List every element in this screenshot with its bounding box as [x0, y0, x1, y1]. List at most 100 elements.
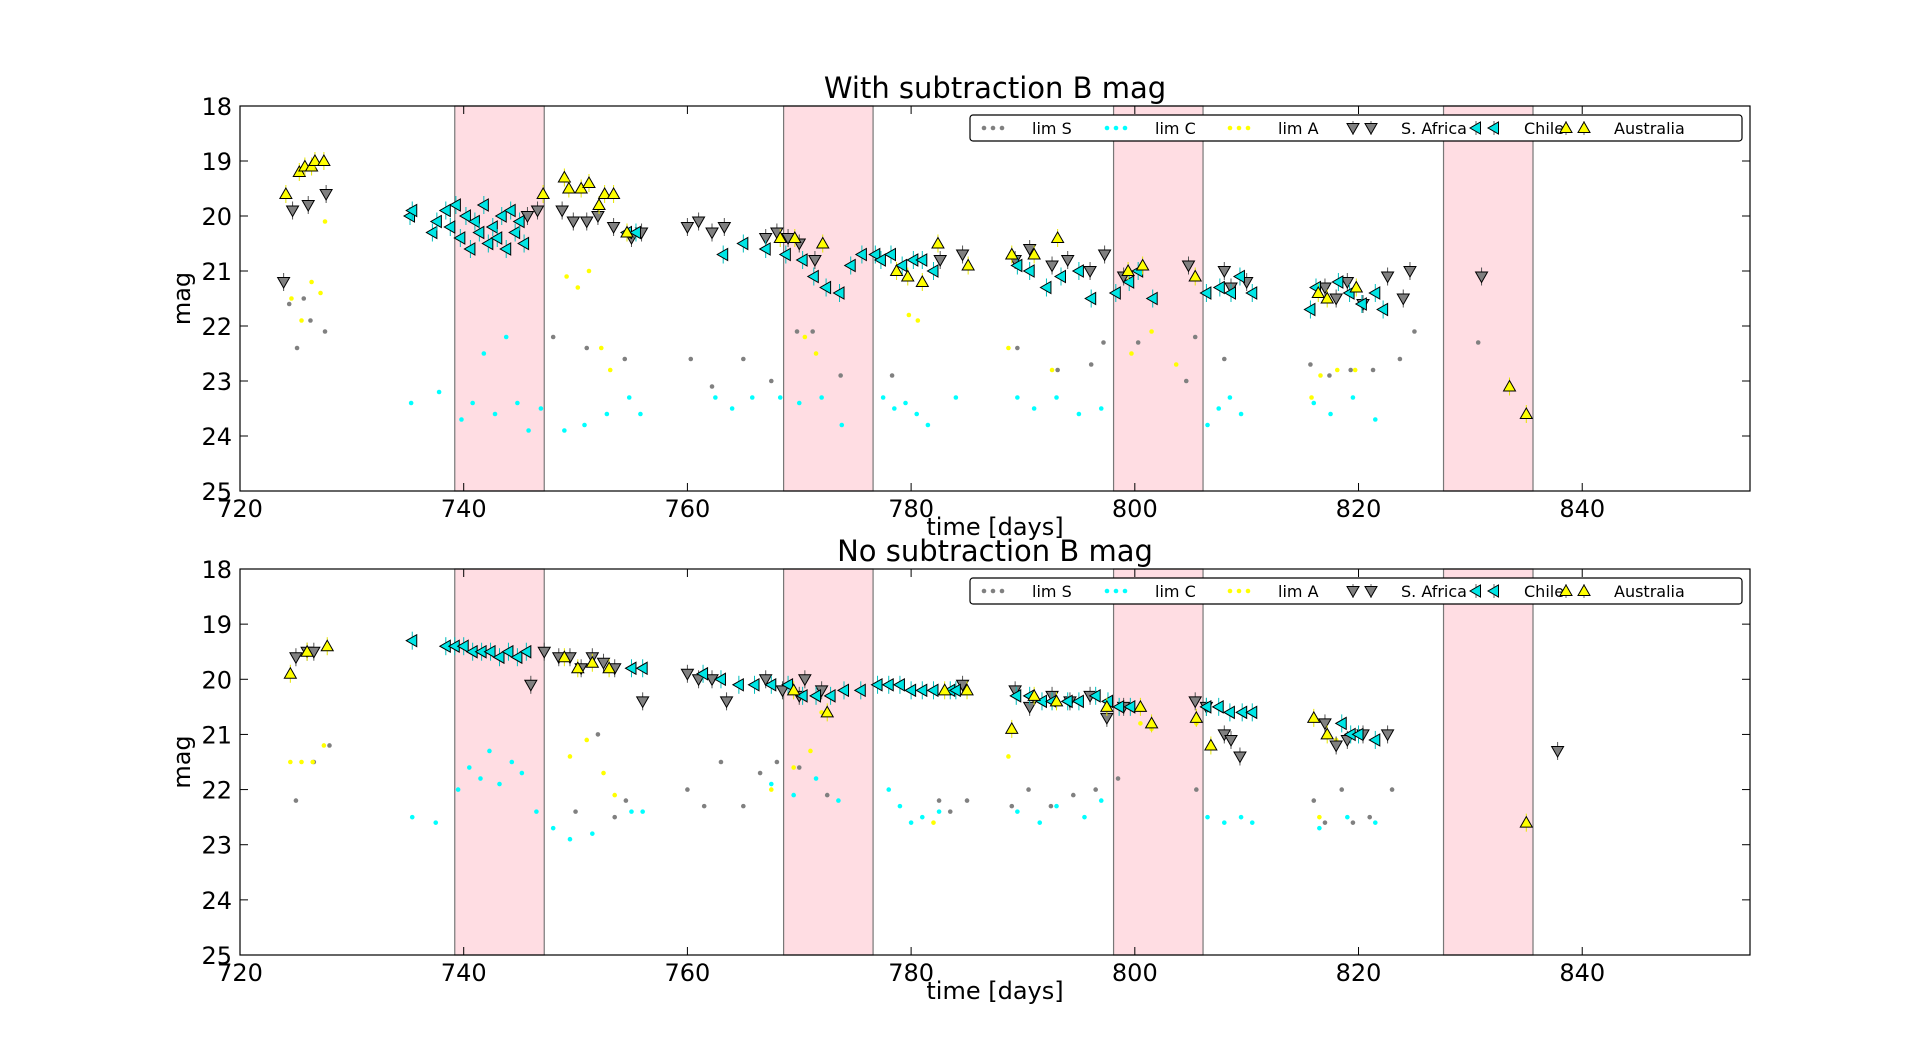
data-point: [481, 351, 487, 356]
data-point: [487, 748, 492, 754]
legend: lim S lim C lim A S. Africa Chile Australia: [969, 577, 1743, 605]
data-point: [1192, 334, 1198, 340]
data-point: [1334, 367, 1340, 373]
data-point: [1372, 417, 1378, 422]
data-point: [499, 242, 512, 256]
legend-label: Chile: [1524, 582, 1564, 601]
plot-frame: [239, 105, 1751, 492]
data-point: [791, 792, 796, 798]
data-point: [1222, 705, 1235, 720]
data-point: [1329, 293, 1344, 306]
y-tick-label: 22: [201, 313, 232, 341]
data-point: [1039, 280, 1052, 295]
data-point: [796, 765, 802, 770]
shaded-interval-4: [1442, 568, 1534, 956]
data-point: [696, 666, 709, 681]
data-point: [523, 679, 538, 692]
data-point: [1308, 362, 1313, 367]
data-point: [1328, 411, 1333, 417]
y-tick-label: 18: [201, 556, 232, 584]
data-point: [497, 781, 502, 787]
data-point: [1004, 247, 1019, 260]
y-tick-label: 22: [201, 777, 232, 805]
data-point: [510, 650, 523, 665]
data-point: [960, 683, 974, 696]
data-point: [1135, 340, 1141, 345]
data-point: [1352, 367, 1358, 373]
x-tick-label: 800: [1112, 959, 1158, 987]
data-point: [964, 798, 970, 803]
x-tick-label: 740: [441, 495, 487, 523]
data-point: [1317, 814, 1322, 820]
data-point: [1322, 820, 1328, 825]
data-point: [764, 677, 777, 692]
data-point: [322, 219, 328, 224]
data-point: [806, 269, 819, 284]
data-point: [813, 351, 819, 356]
data-point: [455, 787, 461, 792]
data-point: [794, 329, 800, 334]
data-point: [1026, 787, 1031, 792]
data-point: [731, 677, 744, 692]
data-point: [900, 269, 915, 282]
data-point: [1368, 733, 1381, 747]
data-point: [883, 247, 896, 262]
data-point: [933, 255, 948, 268]
data-point: [601, 770, 606, 776]
data-point: [802, 334, 808, 340]
data-point: [483, 644, 496, 659]
data-point: [1227, 395, 1233, 400]
data-point: [843, 258, 856, 273]
data-point: [1345, 814, 1350, 820]
data-point: [1221, 356, 1227, 362]
x-axis-label: time [days]: [926, 513, 1063, 541]
data-point: [626, 395, 632, 400]
data-point: [436, 389, 442, 395]
data-point: [925, 422, 931, 428]
data-point: [1055, 367, 1060, 373]
data-point: [567, 754, 573, 759]
data-point: [824, 792, 830, 798]
data-point: [1022, 244, 1037, 257]
legend-label: lim C: [1155, 582, 1196, 601]
data-point: [612, 792, 618, 798]
data-point: [1205, 422, 1210, 428]
data-point: [895, 258, 908, 273]
data-point: [758, 242, 771, 256]
data-point: [749, 395, 755, 400]
legend-marker: [1122, 125, 1128, 131]
data-point: [836, 798, 841, 803]
data-point: [408, 400, 414, 406]
data-point: [598, 345, 604, 351]
data-point: [508, 225, 521, 240]
data-point: [1037, 820, 1043, 825]
legend-item: Chile: [1468, 582, 1564, 601]
data-point: [293, 798, 299, 803]
y-tick-label: 24: [201, 423, 232, 451]
data-point: [1123, 699, 1136, 714]
data-point: [1211, 699, 1224, 714]
shaded-interval-1: [454, 105, 545, 492]
data-point: [1502, 379, 1517, 392]
data-point: [1367, 814, 1373, 820]
data-point: [557, 170, 572, 183]
y-tick-label: 23: [201, 368, 232, 396]
data-point: [566, 216, 581, 229]
data-point: [936, 809, 942, 814]
y-axis-label: mag: [168, 272, 196, 325]
data-point: [1006, 754, 1011, 759]
data-point: [680, 222, 695, 235]
data-point: [1327, 373, 1332, 378]
data-point: [1149, 329, 1154, 334]
data-point: [628, 225, 641, 240]
legend-marker: [1559, 583, 1573, 596]
data-point: [774, 759, 780, 765]
data-point: [1071, 694, 1084, 709]
data-point: [1097, 249, 1112, 262]
data-point: [612, 814, 618, 820]
data-point: [886, 787, 892, 792]
x-tick-label: 780: [888, 959, 934, 987]
data-point: [915, 274, 930, 287]
data-point: [301, 200, 316, 213]
series-lim-c: [409, 748, 1378, 842]
